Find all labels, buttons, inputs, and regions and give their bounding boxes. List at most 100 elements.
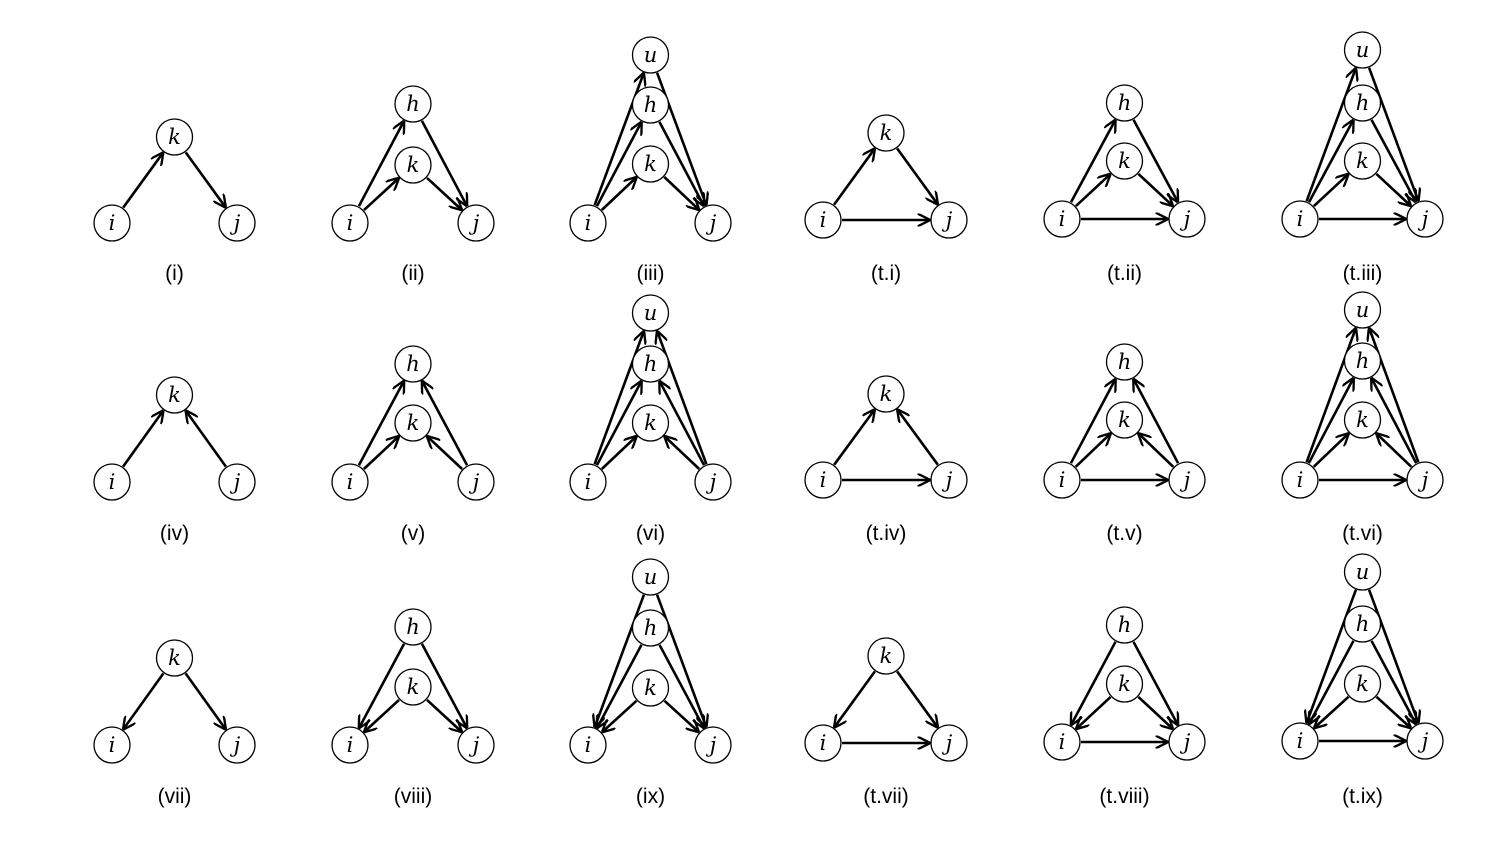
node-j: j xyxy=(930,461,968,499)
node-circle xyxy=(394,85,432,123)
edge-j-to-k xyxy=(1377,434,1413,468)
diagram-caption: (vii) xyxy=(158,785,192,808)
node-circle xyxy=(1105,606,1144,644)
node-u: u xyxy=(631,36,670,74)
node-circle xyxy=(93,204,131,242)
edge-j-to-h xyxy=(1372,379,1418,464)
node-circle xyxy=(457,204,495,242)
edge-k-to-i xyxy=(1077,695,1112,729)
node-k: k xyxy=(631,404,670,442)
node-j: j xyxy=(694,204,732,242)
edge-k-to-i xyxy=(124,672,165,728)
node-circle xyxy=(1281,461,1319,499)
diagram-caption: (vi) xyxy=(636,522,665,545)
edge-j-to-k xyxy=(186,411,227,468)
node-circle xyxy=(1343,142,1382,180)
node-circle xyxy=(1281,722,1319,760)
motif-diagram: i j k (t.vii) xyxy=(804,637,968,808)
edge-i-to-h xyxy=(1307,379,1353,464)
motif-diagram: i j k (t.i) xyxy=(804,114,968,285)
node-label: i xyxy=(820,731,827,755)
node-circle xyxy=(1043,200,1081,238)
node-circle xyxy=(694,463,732,501)
node-circle xyxy=(155,376,194,414)
node-label: k xyxy=(168,125,181,149)
node-i: i xyxy=(1043,461,1081,499)
node-circle xyxy=(930,201,968,239)
node-label: k xyxy=(644,676,657,700)
node-i: i xyxy=(331,463,369,501)
node-label: i xyxy=(347,733,354,757)
node-label: j xyxy=(469,470,480,494)
motif-diagram: i j k (iv) xyxy=(93,376,256,545)
node-i: i xyxy=(1043,723,1081,761)
node-circle xyxy=(930,724,968,762)
node-circle xyxy=(1406,461,1444,499)
node-label: k xyxy=(1118,149,1131,173)
diagram-caption: (t.iii) xyxy=(1343,262,1383,285)
node-circle xyxy=(1168,461,1206,499)
node-label: j xyxy=(230,470,241,494)
node-label: i xyxy=(820,208,827,232)
edge-i-to-k xyxy=(1075,175,1110,208)
node-label: j xyxy=(706,470,717,494)
node-k: k xyxy=(155,118,194,156)
node-label: j xyxy=(1418,207,1429,231)
node-i: i xyxy=(804,461,842,499)
node-circle xyxy=(1043,723,1081,761)
diagram-caption: (iii) xyxy=(637,262,665,285)
node-k: k xyxy=(867,114,905,152)
edge-k-to-i xyxy=(835,670,876,726)
node-u: u xyxy=(631,294,670,332)
node-k: k xyxy=(394,146,432,184)
edge-i-to-u xyxy=(593,332,644,465)
diagram-caption: (ii) xyxy=(401,262,424,285)
node-i: i xyxy=(804,201,842,239)
node-h: h xyxy=(1105,606,1144,644)
node-j: j xyxy=(1406,200,1444,238)
edge-i-to-k xyxy=(833,410,874,466)
edge-u-to-j xyxy=(655,594,706,727)
node-label: u xyxy=(1356,38,1370,62)
node-circle xyxy=(331,463,369,501)
node-h: h xyxy=(631,345,670,383)
node-circle xyxy=(1343,31,1382,69)
node-u: u xyxy=(1343,31,1382,69)
diagram-caption: (t.v) xyxy=(1106,522,1142,545)
node-i: i xyxy=(804,724,842,762)
node-k: k xyxy=(1105,665,1144,703)
diagrams-layer: i j k (i) i j k h (ii) i j k h u (iii) i j k (t.i) i j k h (t.i… xyxy=(93,31,1444,808)
node-circle xyxy=(394,146,432,184)
node-h: h xyxy=(1343,84,1382,122)
node-h: h xyxy=(394,345,432,383)
node-label: j xyxy=(1180,730,1191,754)
node-label: k xyxy=(1356,408,1369,432)
node-label: j xyxy=(1180,207,1191,231)
diagram-caption: (viii) xyxy=(394,785,432,808)
edge-k-to-j xyxy=(426,698,461,732)
node-h: h xyxy=(1343,605,1382,643)
node-label: k xyxy=(880,644,893,668)
edge-h-to-i xyxy=(1071,641,1117,725)
node-circle xyxy=(631,669,670,707)
node-label: k xyxy=(168,646,181,670)
edge-j-to-h xyxy=(422,382,469,466)
node-circle xyxy=(694,726,732,764)
node-circle xyxy=(457,726,495,764)
node-label: j xyxy=(1418,468,1429,492)
node-label: i xyxy=(347,211,354,235)
node-circle xyxy=(394,345,432,383)
edge-h-to-j xyxy=(1132,119,1178,202)
node-label: u xyxy=(644,43,658,67)
node-label: i xyxy=(1059,730,1066,754)
motif-diagram: i j k h (ii) xyxy=(331,85,495,285)
node-label: j xyxy=(706,211,717,235)
node-circle xyxy=(694,204,732,242)
node-circle xyxy=(867,637,905,675)
node-j: j xyxy=(457,204,495,242)
node-k: k xyxy=(394,668,432,706)
node-circle xyxy=(1105,84,1144,122)
node-circle xyxy=(331,204,369,242)
node-circle xyxy=(1105,343,1144,381)
